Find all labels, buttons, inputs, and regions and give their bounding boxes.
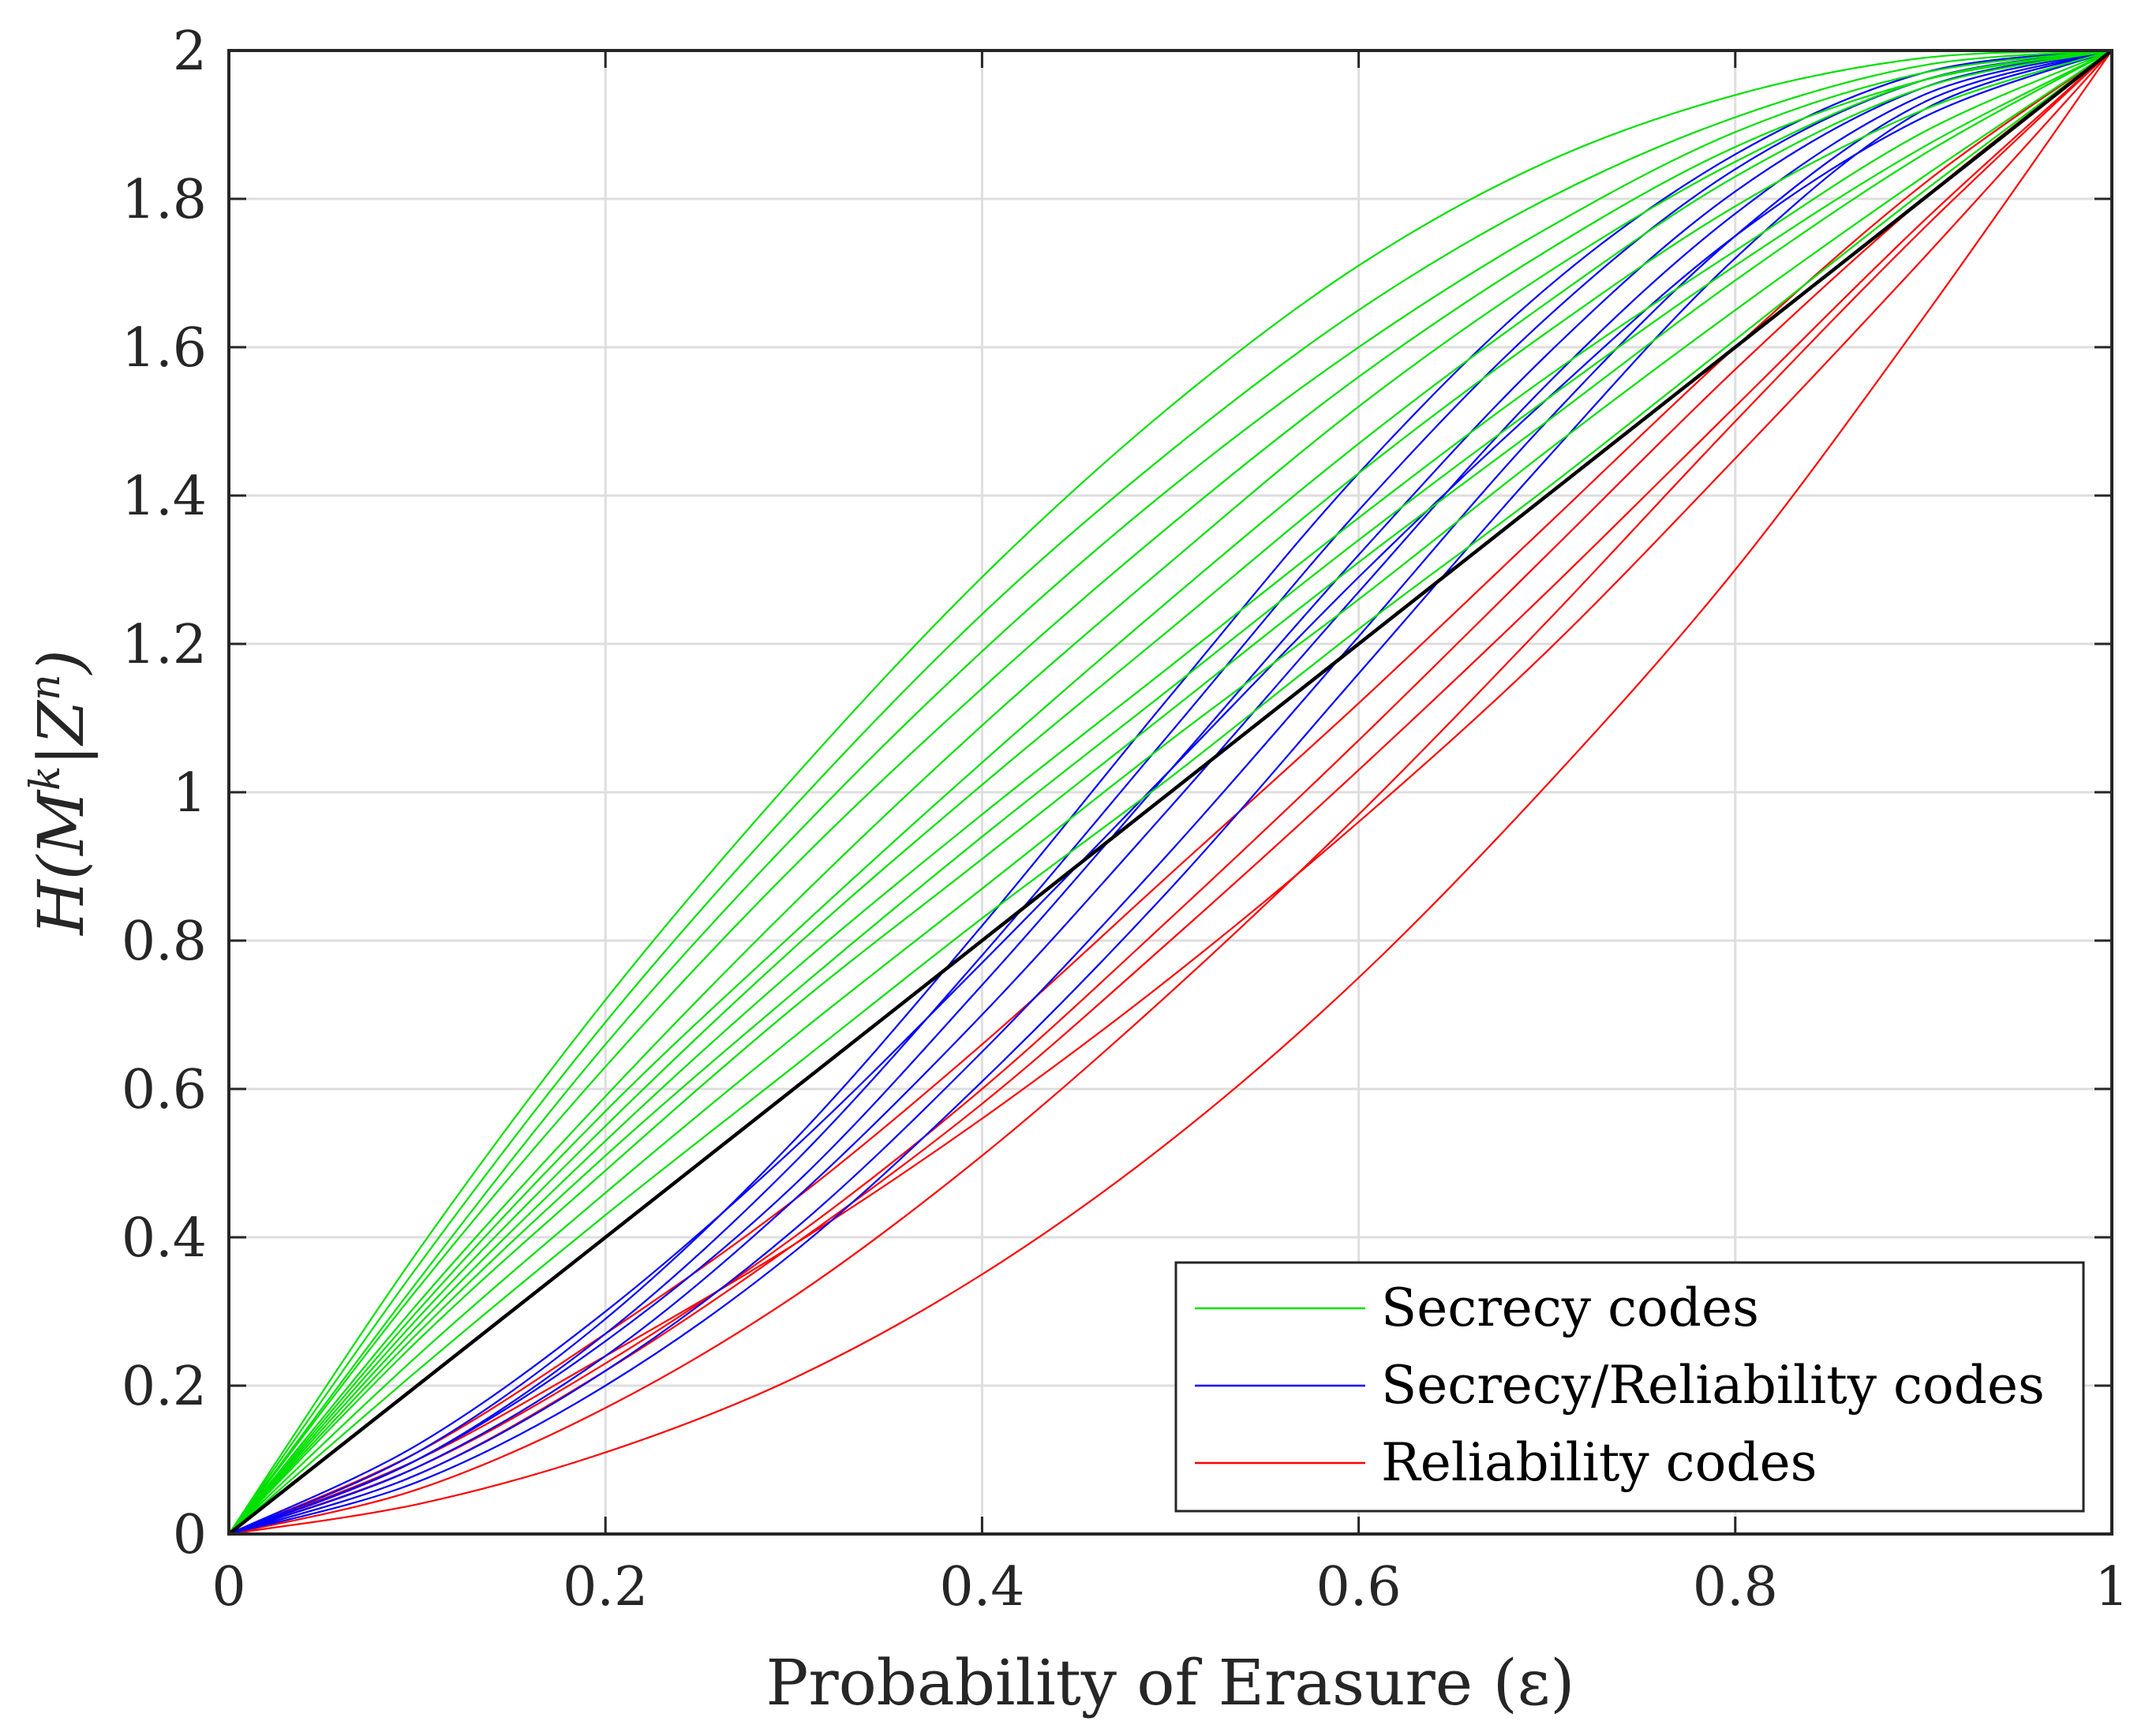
grid bbox=[229, 51, 2112, 1534]
x-tick-label: 0.4 bbox=[939, 1556, 1024, 1618]
legend-label-secrecy: Secrecy codes bbox=[1381, 1278, 1759, 1338]
x-tick-label: 0.2 bbox=[563, 1556, 648, 1618]
series-line-secrecy-code-3 bbox=[228, 49, 2113, 1535]
series-line-secrecy-code-8 bbox=[228, 49, 2113, 1535]
series-line-secrecy-code-5 bbox=[228, 49, 2113, 1535]
y-tick-label: 0.4 bbox=[122, 1207, 207, 1270]
series-line-reliability-code-5 bbox=[228, 50, 2113, 1536]
y-tick-label: 2 bbox=[173, 21, 207, 83]
series-line-secrecy-reliability-code-6 bbox=[228, 49, 2113, 1536]
x-tick-label: 0.6 bbox=[1316, 1556, 1402, 1618]
series-line-secrecy-code-2 bbox=[228, 49, 2113, 1535]
series-line-reliability-code-6 bbox=[228, 50, 2113, 1536]
series-line-secrecy-code-4 bbox=[228, 49, 2113, 1535]
y-tick-label: 0.8 bbox=[122, 911, 207, 973]
series-line-secrecy-reliability-code-1 bbox=[228, 49, 2113, 1536]
y-tick-label: 1.6 bbox=[122, 317, 207, 380]
y-axis-label-sup-n: n bbox=[22, 674, 69, 701]
series-line-reliability-code-3 bbox=[228, 50, 2113, 1536]
series-line-secrecy-reliability-code-2 bbox=[228, 49, 2113, 1536]
series-line-secrecy-code-7 bbox=[228, 49, 2113, 1535]
series-line-secrecy-code-12 bbox=[228, 50, 2113, 1535]
x-tick-label: 0 bbox=[212, 1556, 245, 1618]
y-tick-label: 1.8 bbox=[122, 169, 207, 231]
y-tick-label: 1.4 bbox=[122, 466, 207, 528]
y-tick-label: 1.2 bbox=[122, 614, 207, 676]
series-line-secrecy-code-9 bbox=[228, 50, 2113, 1535]
series-line-secrecy-reliability-code-5 bbox=[228, 49, 2113, 1535]
y-axis-label: H(Mk|Zn) bbox=[22, 649, 98, 937]
series-line-secrecy-code-11 bbox=[228, 50, 2113, 1535]
y-tick-label: 0.6 bbox=[122, 1059, 207, 1121]
series-line-secrecy-code-10 bbox=[228, 50, 2113, 1535]
series-lines bbox=[227, 49, 2113, 1536]
y-tick-label: 1 bbox=[173, 762, 207, 825]
legend-label-secrecy-reliability: Secrecy/Reliability codes bbox=[1381, 1355, 2045, 1416]
series-line-baseline bbox=[227, 49, 2113, 1536]
series-line-reliability-code-1 bbox=[228, 50, 2113, 1536]
x-tick-labels: 0 0.2 0.4 0.6 0.8 1 bbox=[212, 1556, 2128, 1618]
legend-label-reliability: Reliability codes bbox=[1381, 1432, 1817, 1493]
x-tick-label: 1 bbox=[2094, 1556, 2128, 1618]
y-tick-label: 0.2 bbox=[122, 1356, 207, 1418]
legend: Secrecy codes Secrecy/Reliability codes … bbox=[1174, 1261, 2085, 1513]
series-line-secrecy-reliability-code-7 bbox=[228, 49, 2113, 1536]
x-axis-label: Probability of Erasure (ε) bbox=[766, 1646, 1575, 1719]
y-axis-label-base: H(M bbox=[24, 789, 98, 937]
y-axis-label-sup-k: k bbox=[22, 765, 69, 791]
series-line-secrecy-reliability-code-4 bbox=[228, 49, 2113, 1536]
y-tick-labels: 0 0.2 0.4 0.6 0.8 1 1.2 1.4 1.6 1.8 2 bbox=[122, 21, 207, 1566]
x-tick-label: 0.8 bbox=[1693, 1556, 1778, 1618]
series-line-secrecy-code-6 bbox=[228, 49, 2113, 1535]
legend-box bbox=[1174, 1261, 2085, 1513]
y-axis-label-end: ) bbox=[24, 649, 98, 675]
series-line-secrecy-code-1 bbox=[228, 49, 2113, 1535]
axis-ticks bbox=[227, 49, 2113, 1536]
y-axis-label-mid: |Z bbox=[24, 699, 98, 765]
y-tick-label: 0 bbox=[173, 1504, 207, 1566]
